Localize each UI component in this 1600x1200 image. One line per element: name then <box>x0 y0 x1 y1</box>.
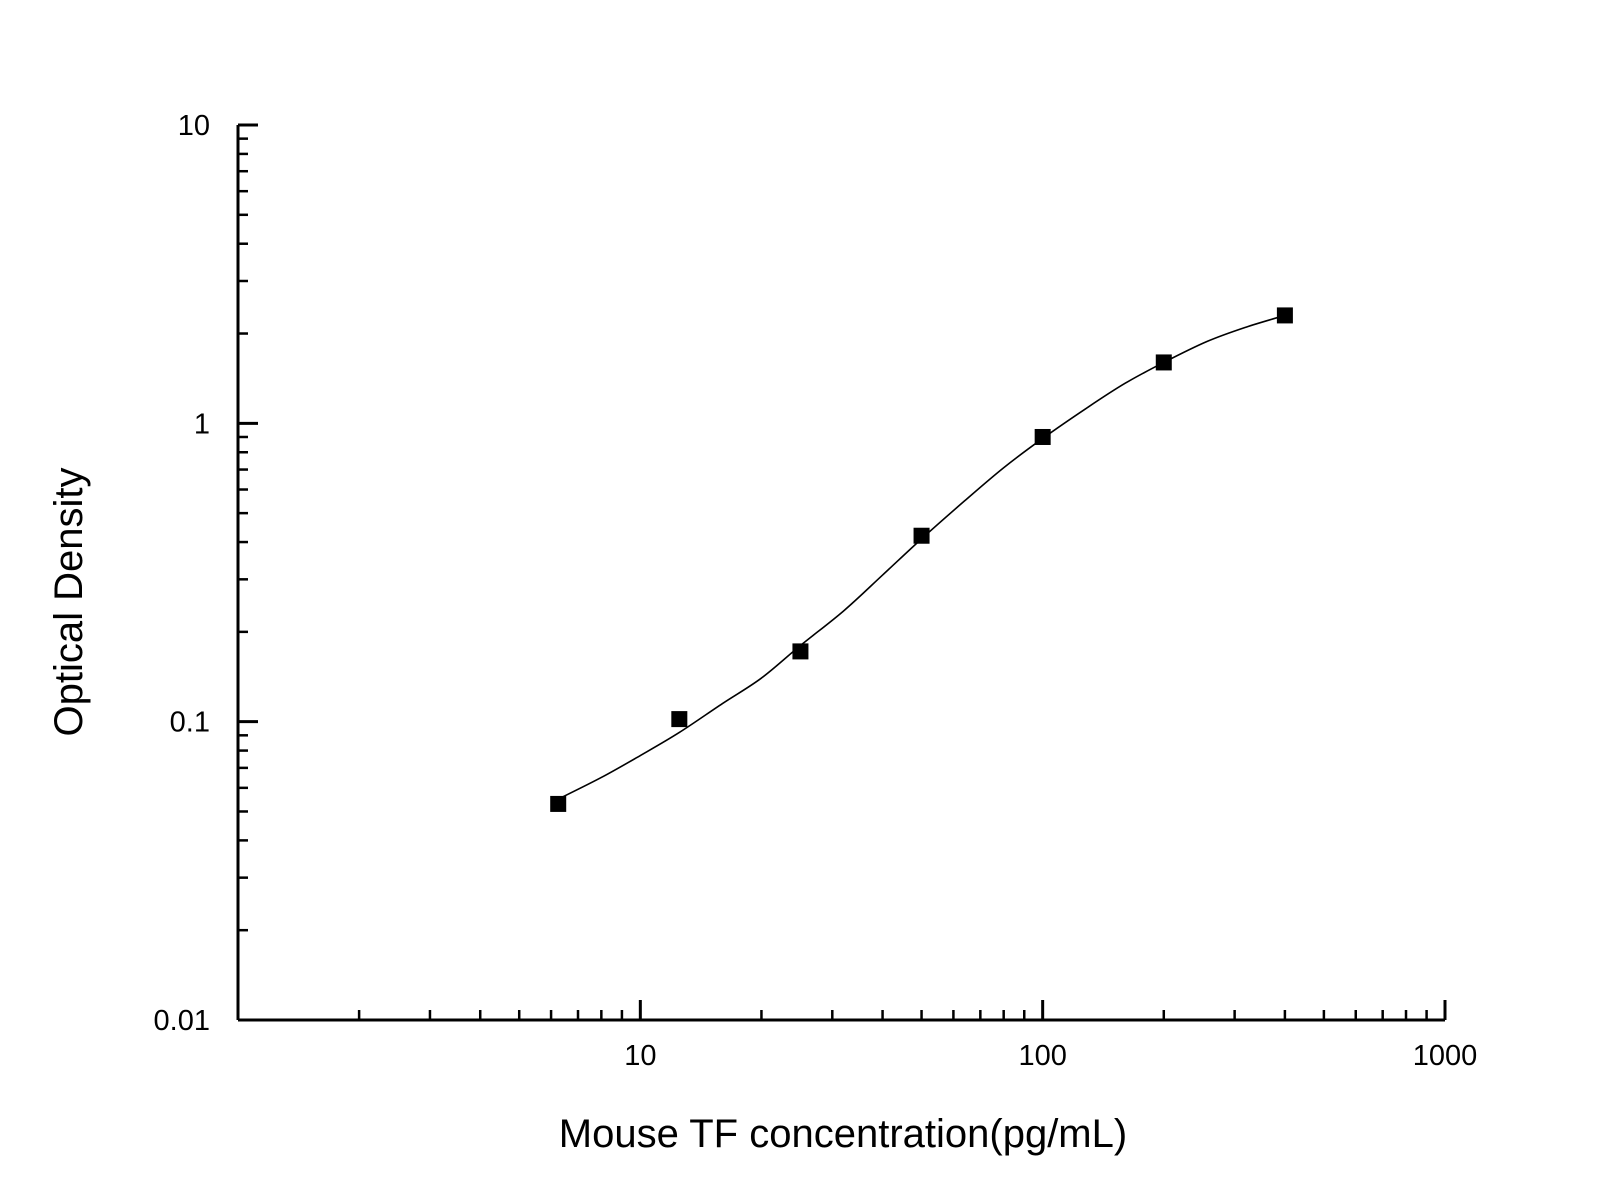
fit-curve <box>557 314 1286 800</box>
major-ticks <box>238 123 1447 1022</box>
data-point <box>1155 354 1172 371</box>
y-tick-label: 1 <box>194 408 210 440</box>
y-tick-label: 0.1 <box>170 707 210 739</box>
data-point <box>550 795 567 812</box>
chart-axes <box>236 125 1445 1022</box>
data-point <box>1276 307 1293 324</box>
tick-labels: 10 100 1000 0.01 0.1 1 10 <box>154 110 1478 1072</box>
y-tick-label: 10 <box>178 110 210 142</box>
data-points <box>550 307 1293 812</box>
data-point <box>792 643 809 660</box>
y-axis-title: Optical Density <box>47 468 91 737</box>
x-tick-label: 1000 <box>1413 1040 1478 1072</box>
fit-curve-group <box>557 314 1286 800</box>
x-tick-label: 10 <box>624 1040 656 1072</box>
data-point <box>671 711 688 728</box>
y-tick-label: 0.01 <box>154 1005 210 1037</box>
x-axis-title: Mouse TF concentration(pg/mL) <box>559 1112 1127 1156</box>
x-tick-label: 100 <box>1018 1040 1066 1072</box>
minor-ticks <box>238 137 1428 1020</box>
data-point <box>913 527 930 544</box>
data-point <box>1034 428 1051 445</box>
